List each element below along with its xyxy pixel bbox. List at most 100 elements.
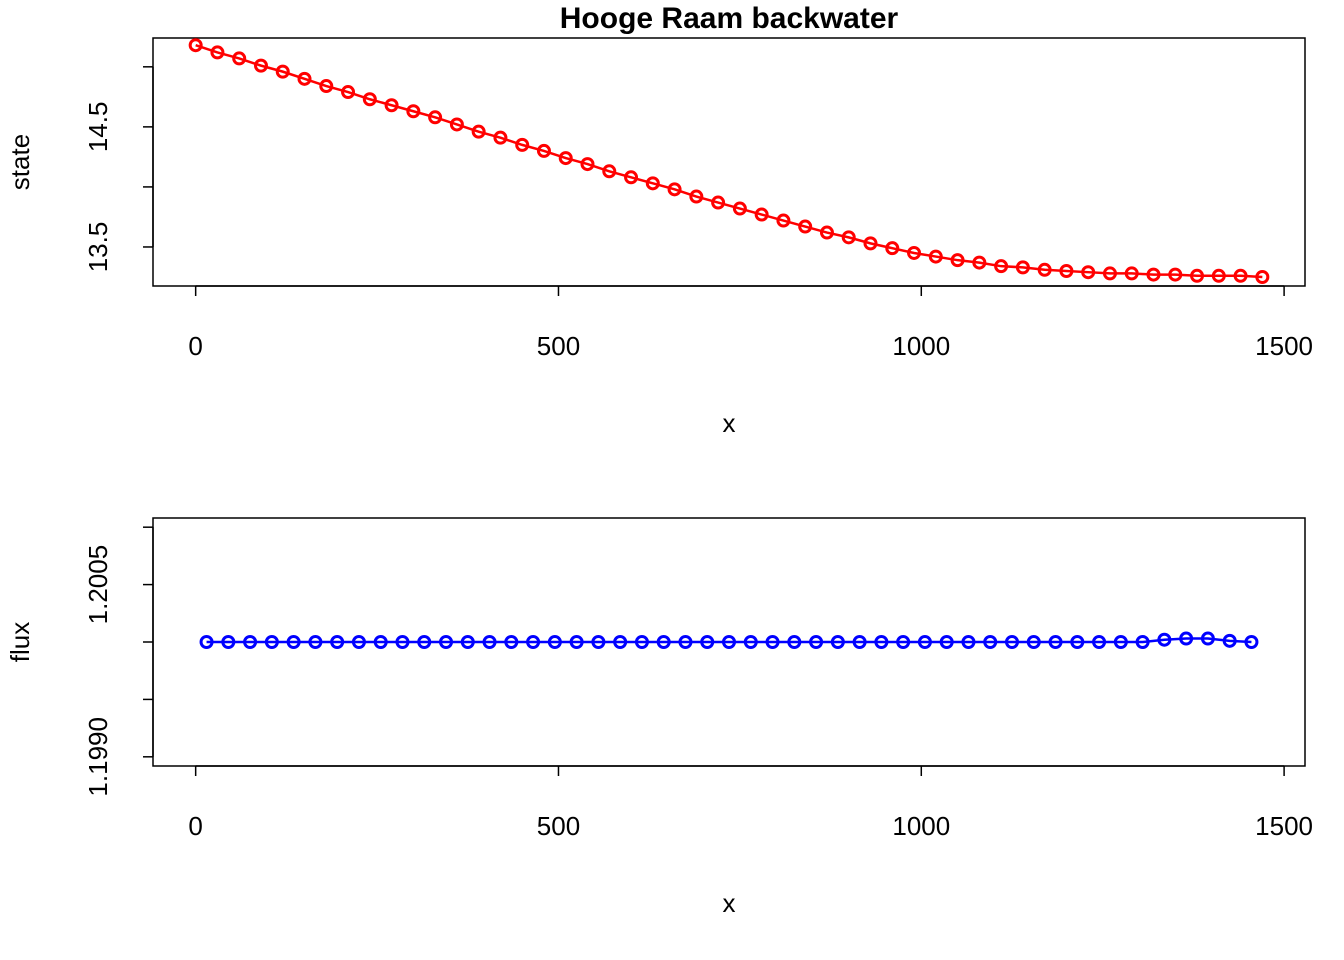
data-point	[1037, 262, 1052, 277]
data-point	[362, 92, 377, 107]
y-axis-label: flux	[5, 622, 35, 662]
data-point	[1113, 635, 1128, 649]
data-point	[602, 164, 617, 179]
data-point	[885, 241, 900, 256]
data-point	[939, 635, 954, 649]
data-point	[798, 219, 813, 234]
x-tick-label: 500	[537, 331, 580, 361]
data-point	[1081, 265, 1096, 280]
data-point	[874, 635, 889, 649]
data-point	[1255, 269, 1270, 284]
y-tick-label: 1.1990	[83, 717, 113, 797]
data-point	[1026, 635, 1041, 649]
data-point	[1124, 266, 1139, 281]
y-tick-label: 14.5	[83, 102, 113, 153]
data-point	[754, 207, 769, 222]
x-axis-label: x	[723, 888, 736, 918]
data-point	[515, 137, 530, 152]
data-point	[253, 58, 268, 73]
data-point	[656, 635, 671, 649]
x-axis-label: x	[723, 408, 736, 438]
data-point	[1190, 268, 1205, 283]
data-point	[1092, 635, 1107, 649]
data-point	[1070, 635, 1085, 649]
data-point	[449, 117, 464, 132]
data-point	[1102, 266, 1117, 281]
data-point	[983, 635, 998, 649]
data-line	[195, 44, 1263, 279]
data-point	[536, 143, 551, 158]
data-point	[776, 213, 791, 228]
data-point	[645, 176, 660, 191]
data-point	[297, 71, 312, 86]
data-point	[1135, 635, 1150, 649]
data-point	[994, 259, 1009, 274]
x-tick-label: 500	[537, 811, 580, 841]
data-point	[1146, 267, 1161, 282]
data-point	[308, 635, 323, 649]
data-line	[206, 637, 1252, 644]
data-point	[787, 635, 802, 649]
data-point	[395, 635, 410, 649]
data-point	[1004, 635, 1019, 649]
data-point	[972, 255, 987, 270]
data-point	[210, 45, 225, 60]
data-point	[580, 157, 595, 172]
data-point	[743, 635, 758, 649]
data-point	[1244, 635, 1259, 649]
data-point	[852, 635, 867, 649]
x-tick-label: 1000	[892, 811, 950, 841]
data-point	[830, 635, 845, 649]
data-point	[319, 79, 334, 94]
data-point	[722, 635, 736, 649]
data-point	[1200, 631, 1215, 646]
data-point	[667, 182, 682, 197]
data-point	[1211, 268, 1226, 283]
data-point	[634, 635, 649, 649]
data-point	[950, 253, 965, 268]
data-point	[863, 236, 878, 251]
data-point	[591, 635, 606, 649]
data-point	[406, 104, 421, 119]
data-point	[1233, 268, 1248, 283]
data-point	[286, 635, 301, 649]
data-point	[221, 635, 236, 649]
plot-box	[152, 37, 1306, 287]
data-point	[504, 635, 519, 649]
x-tick-label: 1500	[1255, 331, 1313, 361]
data-point	[547, 635, 562, 649]
data-point	[188, 38, 203, 53]
data-point	[330, 635, 345, 649]
data-point	[809, 635, 824, 649]
x-tick-label: 0	[188, 331, 202, 361]
data-point	[613, 635, 628, 649]
x-tick-label: 0	[188, 811, 202, 841]
x-tick-label: 1500	[1255, 811, 1313, 841]
data-point	[569, 635, 584, 649]
data-point	[1222, 633, 1237, 648]
data-point	[373, 635, 388, 649]
data-point	[243, 635, 258, 649]
data-point	[264, 635, 279, 649]
y-tick-label: 13.5	[83, 222, 113, 273]
data-point	[819, 225, 834, 240]
data-point	[460, 635, 475, 649]
data-point	[558, 151, 573, 166]
data-point	[275, 64, 290, 79]
data-point	[700, 635, 715, 649]
data-point	[711, 195, 726, 210]
data-point	[841, 230, 856, 245]
data-point	[341, 85, 356, 100]
data-point	[917, 635, 932, 649]
data-point	[678, 635, 693, 649]
data-point	[896, 635, 911, 649]
data-point	[351, 635, 366, 649]
data-point	[907, 245, 922, 260]
y-axis-label: state	[5, 134, 35, 190]
data-point	[1059, 263, 1074, 278]
chart-title: Hooge Raam backwater	[560, 2, 899, 35]
x-tick-label: 1000	[892, 331, 950, 361]
data-point	[384, 98, 399, 113]
data-point	[439, 635, 454, 649]
